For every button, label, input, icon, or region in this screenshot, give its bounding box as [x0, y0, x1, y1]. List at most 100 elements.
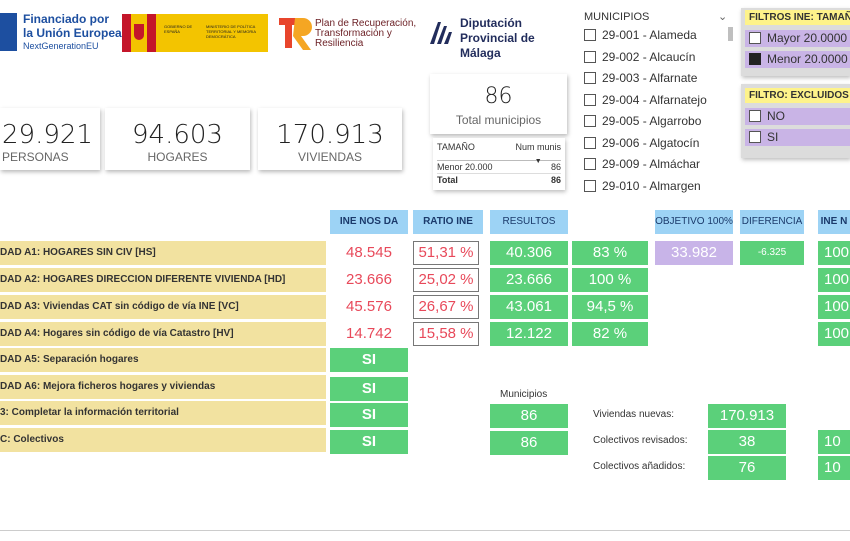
personas-card: 29.921 PERSONAS — [0, 108, 100, 170]
checkbox[interactable] — [749, 110, 761, 122]
eu-logo-line3: NextGenerationEU — [23, 41, 99, 51]
si-badge: SI — [330, 348, 408, 372]
header-ratio-ine: RATIO INE — [413, 210, 483, 234]
personas-value: 29.921 — [2, 120, 93, 150]
ine-value: 45.576 — [346, 298, 392, 315]
viviendas-nuevas-label: Viviendas nuevas: — [593, 409, 674, 420]
activity-label: 3: Completar la información territorial — [0, 401, 326, 425]
table-row: Menor 20.000 86 — [437, 161, 561, 174]
prtr-logo-text: Plan de Recuperación, Transformación y R… — [315, 18, 417, 49]
table-row-total: Total 86 — [437, 174, 561, 187]
right-bottom-value-2: 10 — [818, 456, 850, 480]
filter-option-no[interactable]: NO — [745, 108, 850, 125]
si-badge: SI — [330, 377, 408, 401]
result-value: 43.061 — [490, 295, 568, 319]
si-badge: SI — [330, 403, 408, 427]
municipio-item[interactable]: 29-003 - Alfarnate — [584, 71, 697, 89]
checkbox-checked[interactable] — [749, 53, 761, 65]
checkbox[interactable] — [584, 115, 596, 127]
ine-value: 48.545 — [346, 244, 392, 261]
diferencia-value: -6.325 — [740, 241, 804, 265]
result-value: 12.122 — [490, 322, 568, 346]
eu-flag-logo — [0, 13, 17, 51]
checkbox[interactable] — [584, 158, 596, 170]
checkbox[interactable] — [749, 32, 761, 44]
checkbox[interactable] — [584, 137, 596, 149]
checkbox[interactable] — [584, 180, 596, 192]
size-row-value: 86 — [550, 162, 561, 172]
municipio-item[interactable]: 29-002 - Alcaucín — [584, 50, 695, 68]
sort-desc-icon: ▼ — [534, 158, 542, 165]
header-objetivo: OBJETIVO 100% — [655, 210, 733, 234]
pct-value: 100 % — [572, 268, 648, 292]
right-value: 100 — [818, 295, 850, 319]
activity-label: DAD A5: Separación hogares — [0, 348, 326, 372]
activity-label: DAD A1: HOGARES SIN CIV [HS] — [0, 241, 326, 265]
pct-value: 83 % — [572, 241, 648, 265]
eu-logo-line2: la Unión Europea — [23, 26, 122, 40]
size-table: TAMAÑO Num munis ▼ Menor 20.000 86 Total … — [433, 138, 565, 190]
gobierno-logo-text: GOBIERNO DE ESPAÑA — [164, 24, 193, 34]
filter-ine-panel: FILTROS INE: TAMAÑ Mayor 20.0000 Menor 2… — [741, 8, 850, 76]
municipio-item[interactable]: 29-009 - Almáchar — [584, 157, 700, 175]
checkbox[interactable] — [584, 94, 596, 106]
right-bottom-value-1: 10 — [818, 430, 850, 454]
municipio-item[interactable]: 29-004 - Alfarnatejo — [584, 93, 707, 111]
scrollbar[interactable] — [728, 27, 733, 41]
size-table-col-tamano[interactable]: TAMAÑO — [437, 142, 475, 152]
header-diferencia: DIFERENCIA — [740, 210, 804, 234]
hogares-card: 94.603 HOGARES — [105, 108, 250, 170]
header-ine-right: INE N — [818, 210, 850, 234]
municipios-value: 86 — [490, 404, 568, 428]
activity-label: DAD A4: Hogares sin código de vía Catast… — [0, 322, 326, 346]
filter-option-menor[interactable]: Menor 20.0000 — [745, 51, 850, 68]
divider — [0, 530, 850, 531]
municipio-item[interactable]: 29-001 - Alameda — [584, 28, 697, 46]
size-table-col-num-munis[interactable]: Num munis ▼ — [515, 142, 561, 165]
viviendas-nuevas-value: 170.913 — [708, 404, 786, 428]
si-badge: SI — [330, 430, 408, 454]
gobierno-logo: GOBIERNO DE ESPAÑA MINISTERIO DE POLÍTIC… — [122, 14, 268, 52]
result-value: 23.666 — [490, 268, 568, 292]
municipios-value-2: 86 — [490, 431, 568, 455]
ratio-value: 15,58 % — [413, 322, 479, 346]
hogares-label: HOGARES — [147, 150, 208, 164]
activity-label: C: Colectivos — [0, 428, 326, 452]
prtr-logo — [279, 18, 312, 50]
filter-option-si[interactable]: SI — [745, 129, 850, 146]
diputacion-logo — [430, 22, 452, 44]
checkbox[interactable] — [584, 51, 596, 63]
ine-value: 23.666 — [346, 271, 392, 288]
municipios-slicer-header: MUNICIPIOS — [584, 11, 650, 23]
viviendas-card: 170.913 VIVIENDAS — [258, 108, 402, 170]
total-municipios-card: 86 Total municipios — [430, 74, 567, 134]
result-value: 40.306 — [490, 241, 568, 265]
hogares-value: 94.603 — [132, 120, 223, 150]
viviendas-value: 170.913 — [276, 120, 384, 150]
filter-option-mayor[interactable]: Mayor 20.0000 — [745, 30, 850, 47]
municipios-label: Municipios — [500, 389, 548, 400]
ratio-value: 51,31 % — [413, 241, 479, 265]
size-row-label: Menor 20.000 — [437, 162, 493, 172]
checkbox[interactable] — [584, 72, 596, 84]
municipio-item[interactable]: 29-010 - Almargen — [584, 179, 701, 197]
activity-label: DAD A3: Viviendas CAT sin código de vía … — [0, 295, 326, 319]
colectivos-anadidos-value: 76 — [708, 456, 786, 480]
size-total-value: 86 — [550, 175, 561, 185]
viviendas-label: VIVIENDAS — [297, 150, 363, 164]
checkbox[interactable] — [749, 131, 761, 143]
checkbox[interactable] — [584, 29, 596, 41]
chevron-down-icon[interactable]: ⌄ — [718, 11, 728, 23]
ratio-value: 26,67 % — [413, 295, 479, 319]
filter-excluidos-title: FILTRO: EXCLUIDOS — [745, 88, 850, 103]
total-municipios-label: Total municipios — [455, 113, 542, 127]
header-resultados: RESULTOS — [490, 210, 568, 234]
personas-label: PERSONAS — [2, 150, 69, 164]
diputacion-logo-text: Diputación Provincial de Málaga — [460, 16, 535, 60]
municipio-item[interactable]: 29-005 - Algarrobo — [584, 114, 701, 132]
ratio-value: 25,02 % — [413, 268, 479, 292]
right-value: 100 — [818, 322, 850, 346]
objetivo-value: 33.982 — [655, 241, 733, 265]
header-ine-nos-da: INE NOS DA — [330, 210, 408, 234]
municipio-item[interactable]: 29-006 - Algatocín — [584, 136, 699, 154]
